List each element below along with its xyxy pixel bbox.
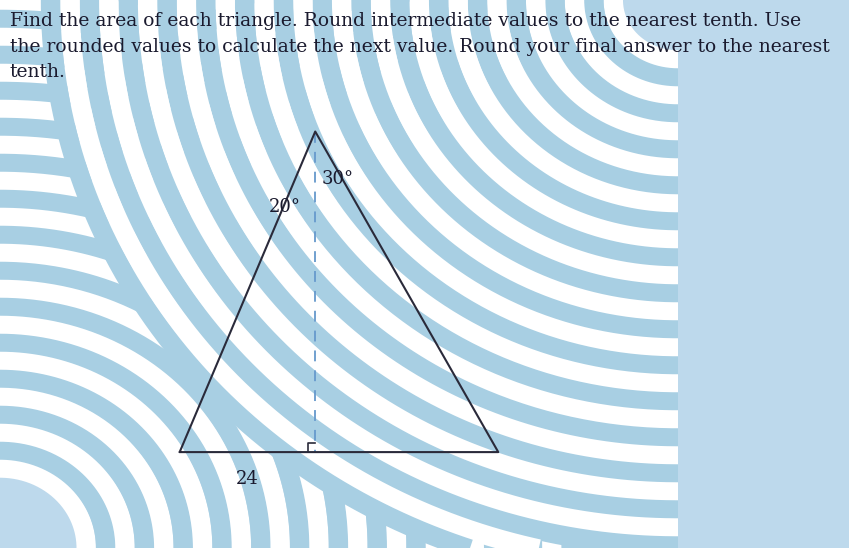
Text: 20°: 20° xyxy=(269,197,301,215)
Text: 24: 24 xyxy=(236,470,259,488)
Text: Find the area of each triangle. Round intermediate values to the nearest tenth. : Find the area of each triangle. Round in… xyxy=(9,12,829,82)
Text: 30°: 30° xyxy=(322,169,354,187)
